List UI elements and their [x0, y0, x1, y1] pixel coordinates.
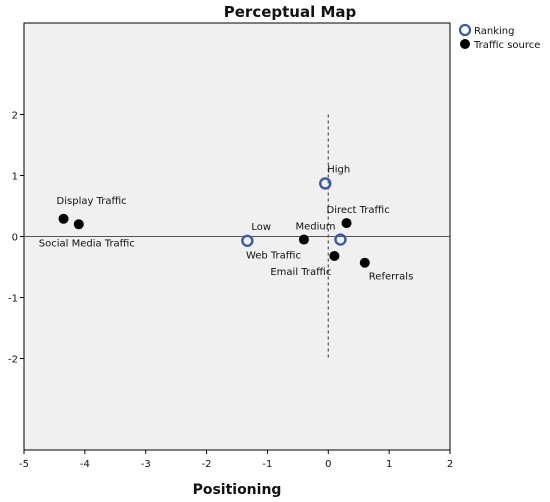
legend: Ranking Traffic source: [458, 23, 540, 51]
legend-marker-traffic-source: [460, 39, 470, 49]
legend-marker-ranking: [458, 23, 472, 37]
point-label-email-traffic: Email Traffic: [270, 267, 331, 278]
point-labels: High Low Medium Display Traffic Social Media…: [39, 164, 414, 282]
x-axis-title: Positioning: [193, 482, 282, 498]
x-axis-ticks: -5 -4 -3 -2 -1 0 1 2: [19, 450, 453, 470]
point-social-media-traffic: [73, 219, 84, 230]
x-tick-label: -2: [202, 459, 212, 470]
x-tick-label: 0: [325, 459, 331, 470]
y-tick-label: -2: [8, 355, 18, 366]
x-tick-label: 1: [386, 459, 392, 470]
point-label-display-traffic: Display Traffic: [57, 196, 127, 207]
point-label-social-media-traffic: Social Media Traffic: [39, 238, 135, 249]
chart-title: Perceptual Map: [224, 3, 357, 21]
point-direct-traffic: [341, 218, 352, 229]
point-label-referrals: Referrals: [369, 272, 414, 283]
point-label-medium: Medium: [295, 222, 335, 233]
point-label-low: Low: [251, 222, 271, 233]
point-low: [241, 234, 254, 247]
x-tick-label: -4: [80, 459, 90, 470]
x-tick-label: -1: [262, 459, 272, 470]
point-label-high: High: [327, 164, 350, 175]
point-medium: [334, 233, 347, 246]
y-tick-label: 2: [12, 111, 18, 122]
y-axis-ticks: 2 1 0 -1 -2: [8, 111, 24, 366]
point-web-traffic: [298, 234, 309, 245]
y-tick-label: 1: [12, 172, 18, 183]
point-label-direct-traffic: Direct Traffic: [327, 205, 390, 216]
point-high: [319, 177, 332, 190]
point-display-traffic: [58, 213, 69, 224]
y-tick-label: 0: [12, 233, 18, 244]
point-email-traffic: [329, 251, 340, 262]
legend-label-traffic-source: Traffic source: [473, 40, 540, 51]
data-points: [58, 177, 370, 268]
point-referrals: [359, 257, 370, 268]
legend-label-ranking: Ranking: [474, 26, 514, 37]
point-label-web-traffic: Web Traffic: [246, 251, 301, 262]
x-tick-label: 2: [447, 459, 453, 470]
y-tick-label: -1: [8, 294, 18, 305]
x-tick-label: -3: [141, 459, 151, 470]
x-tick-label: -5: [19, 459, 29, 470]
